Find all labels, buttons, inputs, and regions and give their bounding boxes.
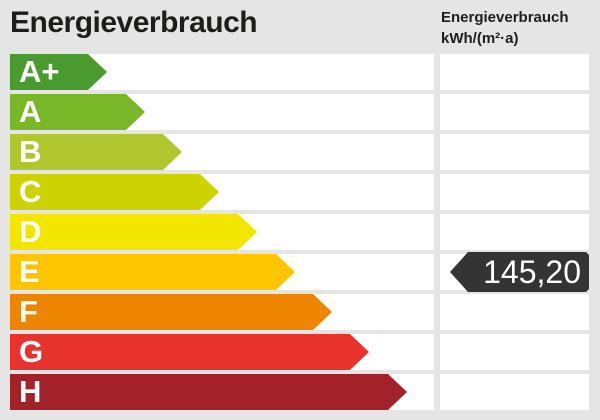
scale-row-track: E bbox=[10, 254, 434, 290]
rating-letter: E bbox=[19, 254, 40, 289]
scale-row-track: C bbox=[10, 174, 434, 210]
rating-letter: F bbox=[19, 294, 38, 329]
scale-row-track: F bbox=[10, 294, 434, 330]
scale-row-value-cell bbox=[440, 94, 589, 130]
rating-arrow: F bbox=[10, 294, 332, 330]
value-marker-text: 145,20 bbox=[483, 254, 581, 290]
rating-letter: D bbox=[19, 214, 42, 249]
rating-arrow: A+ bbox=[10, 54, 107, 90]
rating-letter: G bbox=[19, 334, 44, 369]
scale-row-d: D bbox=[0, 214, 600, 250]
scale-row-g: G bbox=[0, 334, 600, 370]
rating-letter: C bbox=[19, 174, 42, 209]
unit-header-title: Energieverbrauch bbox=[441, 9, 569, 26]
scale-row-b: B bbox=[0, 134, 600, 170]
rating-letter: H bbox=[19, 374, 42, 409]
scale-row-e: E 145,20 bbox=[0, 254, 600, 290]
scale-row-track: A+ bbox=[10, 54, 434, 90]
rating-arrow: E bbox=[10, 254, 295, 290]
rating-arrow: A bbox=[10, 94, 145, 130]
scale-row-track: H bbox=[10, 374, 434, 410]
rating-letter: B bbox=[19, 134, 42, 169]
scale-row-f: F bbox=[0, 294, 600, 330]
scale-row-value-cell bbox=[440, 214, 589, 250]
rating-letter: A bbox=[19, 94, 42, 129]
scale-row-aplus: A+ bbox=[0, 54, 600, 90]
page-title: Energieverbrauch bbox=[10, 6, 258, 39]
scale-row-value-cell bbox=[440, 134, 589, 170]
energy-scale: A+ A B C D bbox=[0, 54, 600, 414]
scale-row-value-cell bbox=[440, 54, 589, 90]
scale-row-value-cell bbox=[440, 174, 589, 210]
scale-row-value-cell bbox=[440, 294, 589, 330]
rating-arrow: C bbox=[10, 174, 219, 210]
rating-letter: A+ bbox=[19, 54, 60, 89]
scale-row-a: A bbox=[0, 94, 600, 130]
scale-row-c: C bbox=[0, 174, 600, 210]
unit-header-unit: kWh/(m²·a) bbox=[441, 30, 519, 47]
rating-arrow: D bbox=[10, 214, 257, 250]
scale-row-h: H bbox=[0, 374, 600, 410]
scale-row-value-cell: 145,20 bbox=[440, 254, 589, 290]
rating-arrow: G bbox=[10, 334, 369, 370]
scale-row-value-cell bbox=[440, 374, 589, 410]
scale-row-track: G bbox=[10, 334, 434, 370]
scale-row-track: A bbox=[10, 94, 434, 130]
scale-row-track: B bbox=[10, 134, 434, 170]
value-marker-tag: 145,20 bbox=[450, 252, 589, 292]
unit-header: Energieverbrauch kWh/(m²·a) bbox=[441, 7, 591, 49]
rating-arrow: B bbox=[10, 134, 182, 170]
rating-arrow: H bbox=[10, 374, 407, 410]
scale-row-track: D bbox=[10, 214, 434, 250]
scale-row-value-cell bbox=[440, 334, 589, 370]
